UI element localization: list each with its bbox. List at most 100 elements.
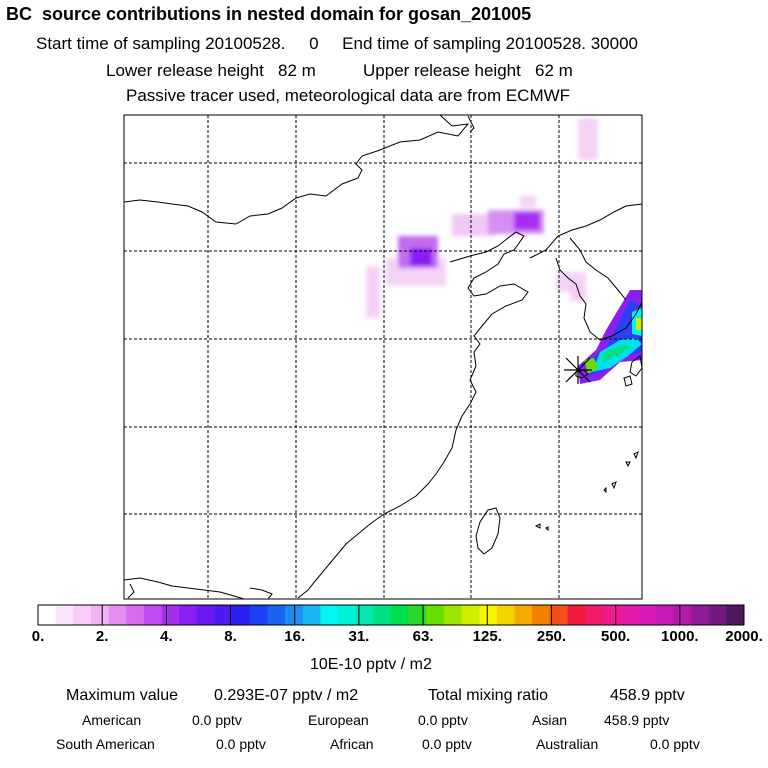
colorbar-cell (267, 605, 286, 625)
region-value: 0.0 pptv (422, 736, 472, 752)
plume-patch (514, 212, 540, 230)
tracer-info-line: Passive tracer used, meteorological data… (126, 86, 571, 105)
colorbar-cell (461, 605, 480, 625)
maximum-value: 0.293E-07 pptv / m2 (214, 687, 359, 704)
plume-patch (410, 248, 432, 266)
colorbar-tick-label: 500. (601, 628, 631, 645)
colorbar-cell (108, 605, 127, 625)
colorbar-cell (673, 605, 692, 625)
colorbar-tick-label: 2. (95, 628, 109, 645)
colorbar-cell (638, 605, 657, 625)
plume-patch (636, 318, 642, 330)
plume-patch (520, 196, 536, 208)
receptor-star-marker (564, 356, 592, 384)
colorbar-cell (708, 605, 727, 625)
korea-coast (529, 203, 642, 259)
colorbar-cell (90, 605, 110, 625)
colorbar-tick-label: 8. (224, 628, 237, 645)
colorbar-cell (126, 605, 145, 625)
plume-patch (578, 118, 598, 160)
colorbar-cell (620, 605, 639, 625)
colorbar-cell (38, 605, 57, 625)
south-china-coast (124, 577, 245, 599)
colorbar-cell (391, 605, 410, 625)
colorbar-tick-label: 4. (160, 628, 173, 645)
map-frame (123, 114, 643, 600)
colorbar-cell (373, 605, 392, 625)
korea-coast (569, 237, 627, 301)
colorbar-cell (567, 605, 586, 625)
plot-title: BC source contributions in nested domain… (6, 4, 532, 24)
colorbar-cell (514, 605, 533, 625)
colorbar-cell (161, 605, 180, 625)
colorbar-cell (426, 605, 445, 625)
colorbar-cell (479, 605, 498, 625)
region-name: European (308, 712, 369, 728)
colorbar-cell (320, 605, 339, 625)
colorbar-frame (37, 604, 745, 626)
colorbar-tick-label: 2000. (725, 628, 763, 645)
region-name: South American (56, 736, 155, 752)
plume-patches (366, 118, 598, 318)
colorbar-cell (655, 605, 674, 625)
south-china-coast (127, 583, 135, 599)
colorbar-cell (549, 605, 568, 625)
region-name: Australian (536, 736, 599, 752)
plume-patch (602, 345, 632, 362)
region-name: American (82, 712, 142, 728)
plume-patch (366, 266, 380, 318)
release-height-line: Lower release height 82 m Upper release … (106, 61, 573, 80)
colorbar-cell (285, 605, 304, 625)
region-value: 0.0 pptv (216, 736, 266, 752)
plume-patch (452, 214, 496, 236)
colorbar-cell (355, 605, 374, 625)
colorbar-tick-label: 31. (348, 628, 370, 645)
coastlines (124, 115, 642, 599)
colorbar-cell (691, 605, 710, 625)
colorbar-cell (408, 605, 427, 625)
colorbar-tick-label: 125. (472, 628, 502, 645)
total-mixing-label: Total mixing ratio (428, 687, 549, 704)
maximum-label: Maximum value (66, 687, 179, 704)
colorbar-unit-label: 10E-10 pptv / m2 (310, 656, 432, 673)
colorbar-tick-label: 16. (284, 628, 306, 645)
colorbar-cell (179, 605, 198, 625)
hainan-coast (249, 587, 273, 599)
colorbar-cell (214, 605, 233, 625)
kyushu-coast (629, 355, 642, 377)
island (534, 523, 549, 532)
colorbar-tick-label: 0. (31, 628, 45, 645)
region-value: 0.0 pptv (418, 712, 468, 728)
colorbar-tick-label: 63. (412, 628, 434, 645)
colorbar-cell (249, 605, 268, 625)
total-mixing-value: 458.9 pptv (610, 687, 685, 704)
colorbar-cell (496, 605, 516, 625)
colorbar-cell (55, 605, 74, 625)
region-value: 0.0 pptv (192, 712, 242, 728)
colorbar-cell (143, 605, 163, 625)
korea-coast (555, 257, 642, 341)
bohai-coast (297, 231, 529, 599)
colorbar-dividers (101, 605, 681, 625)
colorbar-cell (73, 605, 92, 625)
kyushu-coast (623, 375, 633, 387)
colorbar-cell (338, 605, 357, 625)
colorbar-cells (38, 605, 745, 625)
colorbar-cell (602, 605, 621, 625)
region-name: Asian (532, 712, 568, 728)
colorbar-cell (302, 605, 321, 625)
region-value: 0.0 pptv (650, 736, 700, 752)
colorbar-cell (232, 605, 251, 625)
region-value: 458.9 pptv (604, 712, 670, 728)
colorbar-cell (585, 605, 604, 625)
colorbar-cell (196, 605, 215, 625)
taiwan-island (475, 507, 501, 555)
grid-lines (124, 115, 642, 599)
plume-patch (570, 285, 586, 301)
sampling-time-line: Start time of sampling 20100528. 0 End t… (36, 34, 638, 53)
region-name: African (330, 736, 374, 752)
china-coastline (124, 115, 470, 225)
colorbar-tick-label: 250. (536, 628, 567, 645)
